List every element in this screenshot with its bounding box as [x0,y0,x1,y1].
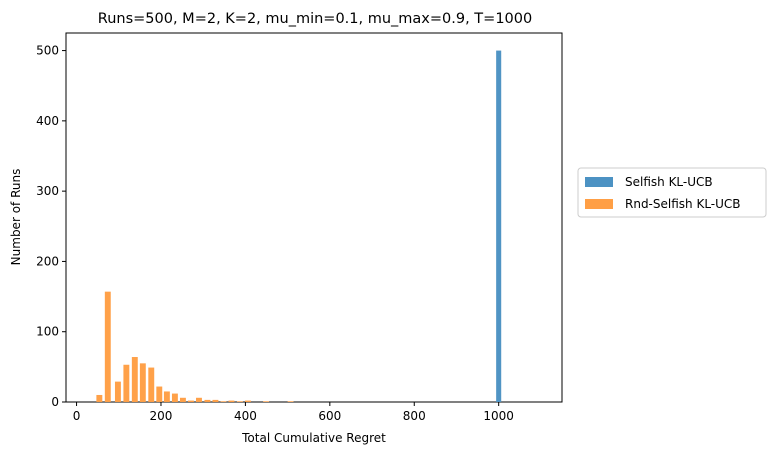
bar-rnd-selfish-kl-ucb-9 [171,393,178,402]
x-tick-label: 1000 [483,409,514,423]
bar-rnd-selfish-kl-ucb-18 [244,400,251,402]
bar-rnd-selfish-kl-ucb-7 [156,386,163,402]
bar-rnd-selfish-kl-ucb-17 [236,401,243,402]
bar-selfish-kl-ucb-0 [496,50,502,402]
y-tick-label: 100 [36,325,59,339]
bars-group [96,50,502,402]
legend: Selfish KL-UCB Rnd-Selfish KL-UCB [577,167,767,218]
bar-rnd-selfish-kl-ucb-19 [263,401,270,402]
y-axis-ticks: 0 100 200 300 400 500 [36,44,66,409]
y-tick-label: 200 [36,254,59,268]
legend-label-selfish-kl-ucb: Selfish KL-UCB [625,175,713,189]
bar-rnd-selfish-kl-ucb-3 [123,364,130,402]
x-tick-label: 0 [73,409,81,423]
chart-title: Runs=500, M=2, K=2, mu_min=0.1, mu_max=0… [98,11,532,27]
plot-area: 0 200 400 600 800 1000 0 100 200 300 400 500 [36,32,563,423]
bar-rnd-selfish-kl-ucb-12 [196,397,202,402]
x-axis-ticks: 0 200 400 600 800 1000 [73,402,514,423]
plot-frame [65,32,563,403]
bar-rnd-selfish-kl-ucb-10 [179,397,186,402]
y-tick-label: 300 [36,184,59,198]
x-tick-label: 200 [150,409,173,423]
bar-rnd-selfish-kl-ucb-0 [96,394,103,402]
bar-rnd-selfish-kl-ucb-16 [228,400,235,402]
y-axis-label: Number of Runs [9,169,23,266]
y-tick-label: 0 [51,395,59,409]
legend-label-rnd-selfish-kl-ucb: Rnd-Selfish KL-UCB [625,197,741,211]
legend-swatch-rnd-selfish-kl-ucb [585,199,613,209]
bar-rnd-selfish-kl-ucb-11 [187,400,194,402]
x-tick-label: 400 [234,409,257,423]
bar-rnd-selfish-kl-ucb-15 [220,401,227,402]
y-tick-label: 400 [36,114,59,128]
bar-rnd-selfish-kl-ucb-2 [114,381,121,402]
bar-rnd-selfish-kl-ucb-8 [163,391,170,402]
x-tick-label: 800 [403,409,426,423]
bar-rnd-selfish-kl-ucb-20 [287,401,294,402]
x-axis-label: Total Cumulative Regret [241,431,386,445]
bar-rnd-selfish-kl-ucb-6 [148,367,155,402]
legend-box [577,167,767,218]
y-tick-label: 500 [36,44,59,58]
bar-rnd-selfish-kl-ucb-4 [131,357,138,402]
bar-rnd-selfish-kl-ucb-14 [212,399,219,402]
bar-rnd-selfish-kl-ucb-13 [204,399,211,402]
legend-swatch-selfish-kl-ucb [585,177,613,187]
bar-rnd-selfish-kl-ucb-1 [104,291,111,402]
x-tick-label: 600 [318,409,341,423]
bar-rnd-selfish-kl-ucb-5 [139,363,146,402]
